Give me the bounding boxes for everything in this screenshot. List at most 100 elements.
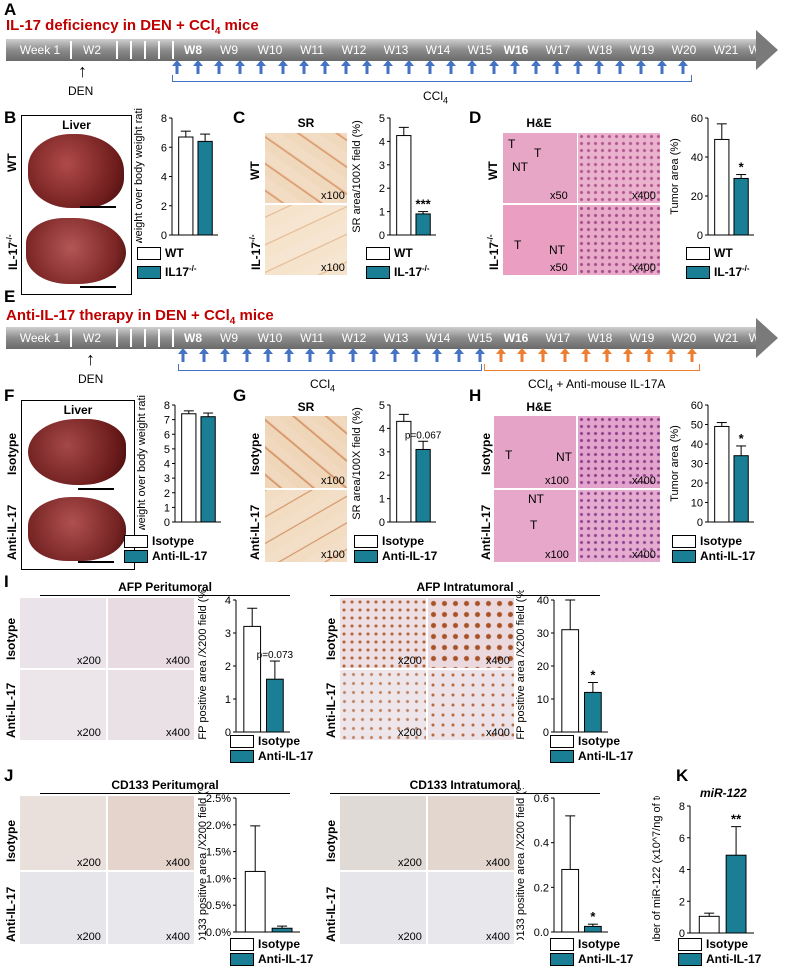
timeline-week-label: W12 xyxy=(341,43,367,57)
row-label-isotype: Isotype xyxy=(479,432,493,475)
y-tick-label: 2 xyxy=(379,470,385,482)
injection-arrow-icon xyxy=(241,348,252,362)
y-tick-label: 40 xyxy=(691,439,703,451)
injection-arrow-icon xyxy=(615,60,626,74)
y-tick-label: 1 xyxy=(164,502,170,514)
mag-label: x400 xyxy=(166,727,190,739)
injection-arrow-icon xyxy=(193,60,204,74)
il17ko-liver-image xyxy=(26,218,126,284)
isotype-cd133-peri-200-image xyxy=(20,796,106,870)
anti-sr-image xyxy=(265,490,347,562)
y-tick-label: 2 xyxy=(679,896,685,908)
injection-arrow-icon xyxy=(298,60,309,74)
mag-label: x200 xyxy=(398,727,422,739)
y-tick-label: 0 xyxy=(697,230,703,242)
legend-k: Isotype Anti-IL-17 xyxy=(678,937,761,967)
y-tick-label: 20 xyxy=(691,478,703,490)
row-label-anti: Anti-IL-17 xyxy=(4,682,18,738)
y-tick-label: 0.6 xyxy=(534,793,549,805)
injection-arrow-icon xyxy=(538,348,549,362)
mag-label: x400 xyxy=(632,190,656,202)
y-tick-label: 30 xyxy=(691,459,703,471)
significance-label: p=0.067 xyxy=(405,430,442,441)
row-label-isotype: Isotype xyxy=(4,617,18,660)
y-tick-label: 6 xyxy=(164,429,170,441)
sr-title-c: SR xyxy=(297,116,315,130)
isotype-liver-image xyxy=(28,419,126,485)
timeline-tick xyxy=(158,41,160,59)
il17ko-he-low-image xyxy=(503,205,577,275)
isotype-cd133-intra-200-image xyxy=(340,796,426,870)
wt-he-high-image xyxy=(578,133,660,203)
chart-j-peri: CD133 positive area /X200 field (%)0.0% 0… xyxy=(197,788,300,940)
y-tick-label: 5 xyxy=(379,113,385,125)
legend-i-peri: Isotype Anti-IL-17 xyxy=(230,734,313,764)
mag-label: x100 xyxy=(321,549,345,561)
den-label-e: DEN xyxy=(78,372,104,386)
row-label-isotype: Isotype xyxy=(324,617,338,660)
anti-cd133-peri-400-image xyxy=(108,872,194,944)
timeline-tick xyxy=(70,41,72,59)
mag-label: x50 xyxy=(550,190,568,202)
y-tick-label: 0 xyxy=(164,517,170,529)
isotype-cd133-intra-400-image xyxy=(428,796,514,870)
ccl4-label-e: CCl4 xyxy=(310,377,336,394)
bar-wt xyxy=(714,138,730,236)
he-title-d: H&E xyxy=(526,116,552,130)
timeline-arrowhead xyxy=(756,318,778,358)
scale-bar xyxy=(78,488,114,490)
timeline-week-label: W9 xyxy=(220,331,238,345)
timeline-week-label: W12 xyxy=(341,331,367,345)
chart-b: Liver weight over body weight ratio (%) 0… xyxy=(133,108,218,243)
row-label-wt: WT xyxy=(5,153,19,172)
y-tick-label: 0 xyxy=(543,727,549,739)
y-tick-label: 0.4 xyxy=(534,838,549,850)
injection-arrow-icon xyxy=(214,60,225,74)
y-tick-label: 0.0% xyxy=(206,927,231,939)
y-axis-label: CD133 positive area /X200 field (%) xyxy=(197,788,209,940)
cd133-peri-title: CD133 Peritumoral xyxy=(40,778,290,794)
bar-isotype xyxy=(714,425,730,523)
timeline-tick xyxy=(144,329,146,347)
timeline-week-label: W19 xyxy=(629,331,655,345)
injection-arrow-icon xyxy=(594,60,604,74)
injection-arrow-icon xyxy=(361,60,372,74)
timeline-tick xyxy=(158,329,160,347)
timeline-tick xyxy=(116,41,118,59)
significance-label: * xyxy=(739,431,745,446)
mag-label: x200 xyxy=(77,857,101,869)
injection-arrow-icon xyxy=(368,348,379,362)
y-axis-label: Copy number of miR-122 (x10^7/ng of tota… xyxy=(651,796,663,941)
liver-label: Liver xyxy=(62,118,91,132)
timeline-week-label: W16 xyxy=(503,43,529,57)
y-tick-label: 20 xyxy=(537,661,549,673)
nontumor-label: NT xyxy=(549,243,565,257)
legend-j-intra: Isotype Anti-IL-17 xyxy=(550,937,633,967)
y-tick-label: 0 xyxy=(379,517,385,529)
bar-isotype xyxy=(561,868,580,933)
y-tick-label: 6 xyxy=(679,833,685,845)
bar-il-17- xyxy=(415,213,431,236)
mag-label: x400 xyxy=(486,931,510,943)
mag-label: x400 xyxy=(632,262,656,274)
il17ko-sr-image xyxy=(265,205,347,275)
bar-anti-il-17 xyxy=(733,455,749,523)
y-tick-label: 4 xyxy=(164,459,170,471)
timeline-tick xyxy=(70,329,72,347)
timeline-week-label: W18 xyxy=(587,331,613,345)
y-tick-label: 0.2 xyxy=(534,882,549,894)
isotype-he-high-image xyxy=(578,416,660,488)
bar-il-17- xyxy=(733,177,749,236)
y-tick-label: 40 xyxy=(691,152,703,164)
mag-label: x100 xyxy=(545,475,569,487)
tumor-label: T xyxy=(505,448,513,462)
isotype-sr-image xyxy=(265,416,347,488)
injection-arrow-icon xyxy=(262,348,273,362)
y-tick-label: 10 xyxy=(691,498,703,510)
legend-b: WT IL17-/- xyxy=(137,246,197,280)
legend-g: Isotype Anti-IL-17 xyxy=(354,534,437,564)
row-label-il17ko: IL-17-/- xyxy=(248,234,263,270)
scale-bar xyxy=(78,561,114,563)
y-tick-label: 8 xyxy=(164,400,170,412)
timeline-tick xyxy=(172,41,174,59)
